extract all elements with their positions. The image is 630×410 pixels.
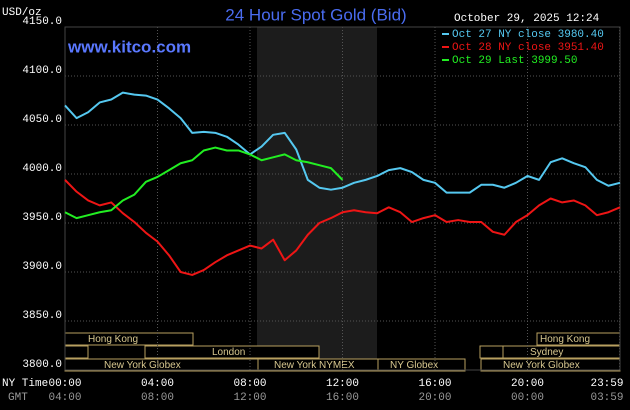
session-label: New York NYMEX	[274, 360, 355, 371]
gmt-tick-label: 04:00	[48, 392, 81, 404]
y-tick-label: 4050.0	[22, 114, 62, 126]
y-tick-label: 4100.0	[22, 65, 62, 77]
session-label: New York Globex	[503, 360, 580, 371]
session-box	[144, 345, 320, 359]
session-box	[377, 358, 466, 372]
x-tick-label: 04:00	[141, 378, 174, 390]
x-tick-label: 12:00	[326, 378, 359, 390]
timestamp: October 29, 2025 12:24	[454, 13, 600, 25]
session-label: NY Globex	[390, 360, 438, 371]
y-tick-label: 4000.0	[22, 163, 62, 175]
session-label: New York Globex	[104, 360, 181, 371]
x-tick-label: 16:00	[418, 378, 451, 390]
y-axis-label: USD/oz	[2, 7, 42, 19]
gmt-tick-label: 08:00	[141, 392, 174, 404]
session-label: Hong Kong	[88, 334, 138, 345]
x-tick-label: 08:00	[233, 378, 266, 390]
session-box	[64, 345, 89, 359]
x-tick-label: 00:00	[48, 378, 81, 390]
x-tick-label: 20:00	[511, 378, 544, 390]
gmt-tick-label: 00:00	[511, 392, 544, 404]
legend-label: Oct 28 NY close 3951.40	[452, 42, 604, 54]
x2-axis-label: GMT	[8, 392, 28, 404]
price-line	[64, 91, 621, 194]
session-label: London	[212, 347, 245, 358]
plot-frame	[64, 26, 621, 371]
price-line	[64, 179, 621, 276]
price-line	[64, 146, 344, 220]
gmt-tick-label: 03:59	[590, 392, 623, 404]
nymex-shade	[257, 27, 377, 370]
x-tick-label: 23:59	[590, 378, 623, 390]
gmt-tick-label: 20:00	[418, 392, 451, 404]
y-tick-label: 4150.0	[22, 16, 62, 28]
source: www.kitco.com	[67, 37, 191, 56]
legend-label: Oct 29 Last 3999.50	[452, 55, 577, 67]
y-tick-label: 3850.0	[22, 310, 62, 322]
gmt-tick-label: 16:00	[326, 392, 359, 404]
x-axis-label: NY Time	[2, 378, 48, 390]
session-label: Sydney	[530, 347, 563, 358]
chart-title: 24 Hour Spot Gold (Bid)	[225, 5, 406, 24]
y-tick-label: 3950.0	[22, 212, 62, 224]
legend-label: Oct 27 NY close 3980.40	[452, 29, 604, 41]
y-tick-label: 3900.0	[22, 261, 62, 273]
session-box	[479, 345, 504, 359]
session-label: Hong Kong	[540, 334, 590, 345]
y-tick-label: 3800.0	[22, 359, 62, 371]
gmt-tick-label: 12:00	[233, 392, 266, 404]
